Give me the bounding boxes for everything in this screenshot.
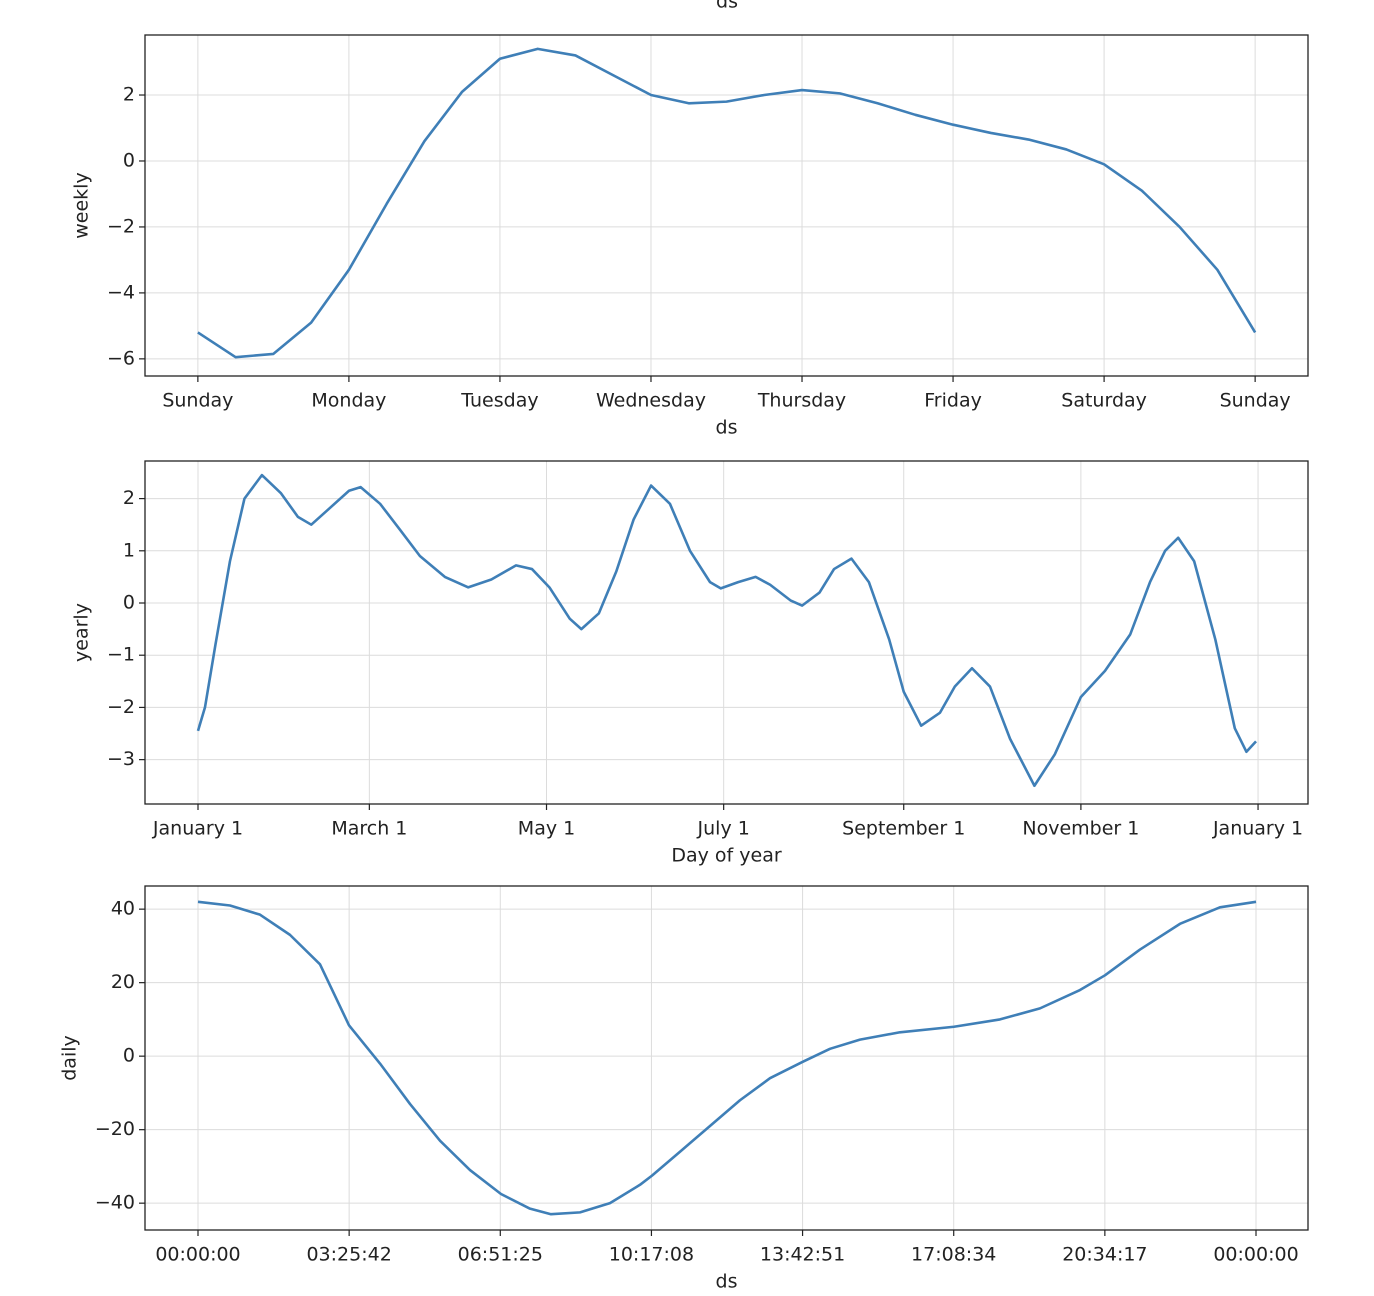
x-tick-label: September 1 [842, 818, 965, 840]
x-tick-label: 03:25:42 [306, 1244, 391, 1266]
x-axis-label: Day of year [671, 845, 781, 867]
x-tick-label: July 1 [697, 818, 750, 840]
y-axis-label: daily [59, 1035, 81, 1081]
x-axis-label: ds [716, 417, 738, 439]
x-tick-label: 10:17:08 [609, 1244, 694, 1266]
y-tick-label: −40 [95, 1192, 135, 1214]
y-axis-label: yearly [71, 603, 93, 662]
y-tick-label: −6 [107, 347, 135, 369]
x-tick-label: Sunday [162, 390, 233, 412]
x-tick-label: Saturday [1061, 390, 1147, 412]
x-tick-label: 00:00:00 [1213, 1244, 1298, 1266]
x-tick-label: 13:42:51 [760, 1244, 845, 1266]
x-tick-label: May 1 [518, 818, 575, 840]
y-tick-label: 20 [111, 971, 135, 993]
x-tick-label: Monday [311, 390, 386, 412]
y-tick-label: −1 [107, 644, 135, 666]
plot-frame [144, 34, 1309, 377]
line [196, 473, 1257, 788]
x-tick-label: 17:08:34 [911, 1244, 996, 1266]
x-tick-label: March 1 [331, 818, 407, 840]
y-tick-label: −4 [107, 281, 135, 303]
x-tick-label: 20:34:17 [1062, 1244, 1147, 1266]
plot-frame [144, 885, 1309, 1231]
clipped-axis-label: ds [716, 0, 738, 13]
line [197, 900, 1257, 1216]
x-tick-label: January 1 [152, 818, 243, 840]
y-tick-label: 2 [123, 487, 135, 509]
x-tick-label: January 1 [1212, 818, 1303, 840]
y-axis-label: weekly [71, 172, 93, 238]
y-tick-label: 0 [123, 1045, 135, 1067]
y-tick-label: 0 [123, 149, 135, 171]
y-tick-label: −3 [107, 748, 135, 770]
line [197, 47, 1257, 359]
y-tick-label: 2 [123, 84, 135, 106]
y-tick-label: 1 [123, 539, 135, 561]
y-tick-label: 40 [111, 898, 135, 920]
plot-frame [144, 460, 1309, 805]
x-tick-label: Wednesday [596, 390, 706, 412]
x-tick-label: Friday [924, 390, 982, 412]
y-tick-label: −2 [107, 215, 135, 237]
y-tick-label: 0 [123, 592, 135, 614]
x-tick-label: 06:51:25 [458, 1244, 543, 1266]
x-axis-label: ds [716, 1271, 738, 1293]
x-tick-label: Tuesday [460, 390, 538, 412]
y-tick-label: −2 [107, 696, 135, 718]
y-tick-label: −20 [95, 1118, 135, 1140]
x-tick-label: Sunday [1220, 390, 1291, 412]
x-tick-label: November 1 [1022, 818, 1139, 840]
x-tick-label: Thursday [757, 390, 846, 412]
x-tick-label: 00:00:00 [155, 1244, 240, 1266]
